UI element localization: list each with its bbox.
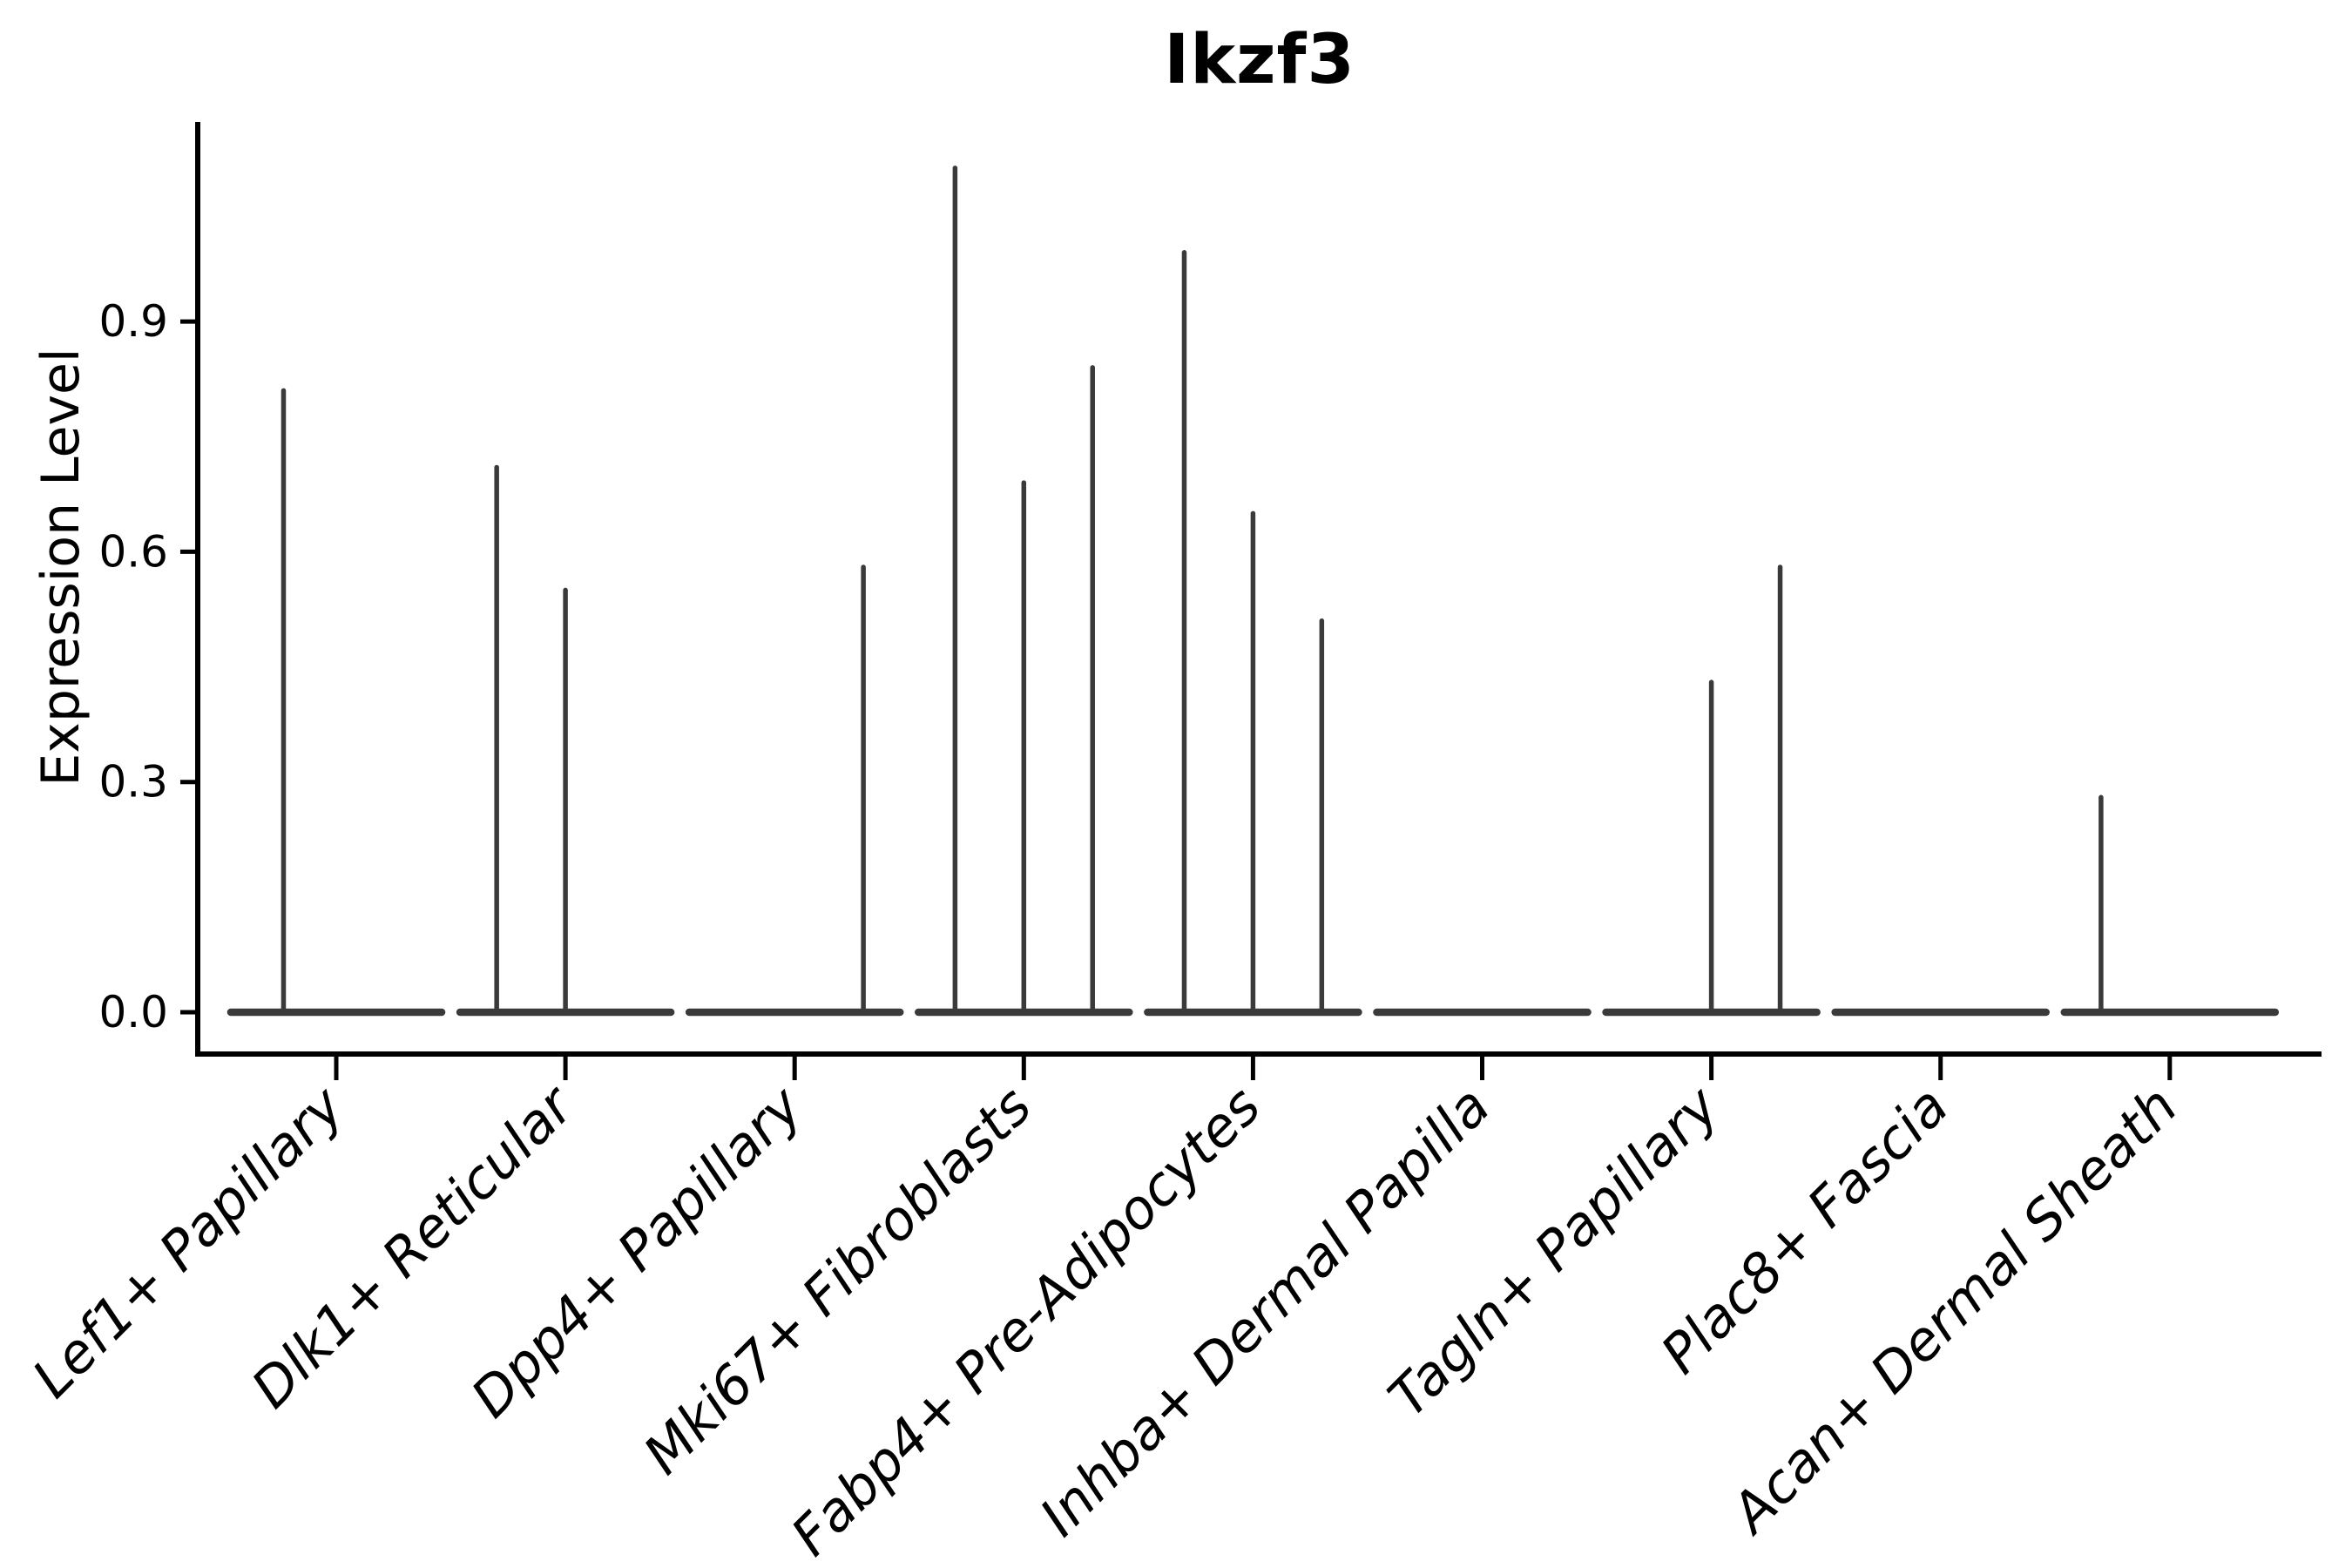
x-tick-label: Fabp4+ Pre-Adipocytes (779, 1074, 1273, 1568)
y-tick-label: 0.3 (98, 757, 168, 808)
chart-title: Ikzf3 (1164, 21, 1355, 99)
y-tick-label: 0.0 (98, 987, 168, 1037)
y-tick-label: 0.6 (98, 526, 168, 577)
x-tick-label: Mki67+ Fibroblasts (632, 1074, 1044, 1486)
x-tick-label: Inhba+ Dermal Papilla (1028, 1074, 1502, 1548)
y-tick-label: 0.9 (98, 296, 168, 347)
x-tick-label: Acan+ Dermal Sheath (1717, 1074, 2190, 1547)
